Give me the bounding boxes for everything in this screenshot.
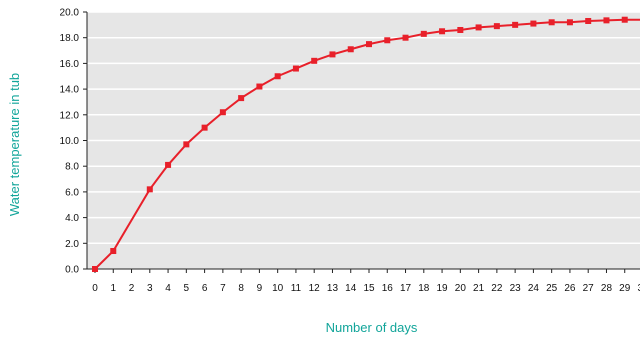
y-axis-label: Water temperature in tub bbox=[7, 73, 22, 216]
y-tick-label: 0.0 bbox=[65, 265, 79, 276]
y-tick-label: 6.0 bbox=[65, 187, 79, 198]
x-tick-label: 8 bbox=[238, 283, 244, 294]
y-tick-label: 4.0 bbox=[65, 213, 79, 224]
x-tick-label: 16 bbox=[382, 283, 394, 294]
grid-lines bbox=[87, 11, 640, 245]
x-tick-label: 23 bbox=[510, 283, 522, 294]
data-point bbox=[384, 37, 391, 44]
y-tick-label: 2.0 bbox=[65, 239, 79, 250]
series-line bbox=[94, 18, 640, 270]
y-tick-label: 14.0 bbox=[60, 85, 80, 96]
y-tick-label: 8.0 bbox=[65, 162, 79, 173]
data-point bbox=[512, 21, 519, 28]
x-tick-label: 15 bbox=[363, 283, 375, 294]
y-tick-label: 10.0 bbox=[60, 136, 80, 147]
data-point bbox=[110, 248, 117, 255]
y-tick-label: 16.0 bbox=[60, 59, 80, 70]
x-tick-label: 30 bbox=[637, 283, 640, 294]
data-point bbox=[566, 19, 573, 26]
data-point bbox=[274, 73, 281, 80]
data-point bbox=[183, 141, 190, 148]
data-point bbox=[311, 57, 318, 64]
data-point bbox=[366, 41, 372, 48]
data-point bbox=[402, 34, 409, 41]
data-point bbox=[219, 109, 226, 116]
data-point bbox=[493, 23, 500, 30]
data-point bbox=[439, 28, 446, 35]
x-tick-label: 4 bbox=[165, 283, 171, 294]
series-markers bbox=[92, 16, 628, 272]
data-point bbox=[92, 266, 98, 272]
y-tick-label: 20.0 bbox=[60, 8, 80, 19]
x-tick-label: 22 bbox=[491, 283, 503, 294]
y-tick-label: 18.0 bbox=[60, 33, 80, 44]
x-tick-label: 13 bbox=[327, 283, 339, 294]
x-tick-label: 29 bbox=[619, 283, 631, 294]
x-tick-label: 24 bbox=[528, 283, 540, 294]
x-tick-label: 11 bbox=[291, 283, 302, 294]
data-point bbox=[146, 186, 153, 193]
x-tick-label: 5 bbox=[184, 283, 190, 294]
x-tick-label: 0 bbox=[92, 283, 98, 294]
x-tick-label: 1 bbox=[110, 283, 116, 294]
x-tick-label: 28 bbox=[601, 283, 613, 294]
data-point bbox=[420, 30, 427, 37]
x-tick-label: 10 bbox=[272, 283, 284, 294]
x-tick-label: 3 bbox=[147, 283, 153, 294]
x-tick-label: 25 bbox=[546, 283, 558, 294]
data-point bbox=[548, 19, 555, 26]
data-point bbox=[238, 95, 245, 102]
data-point bbox=[585, 17, 592, 24]
x-tick-label: 18 bbox=[418, 283, 430, 294]
data-point bbox=[603, 17, 610, 24]
x-tick-label: 7 bbox=[220, 283, 226, 294]
x-tick-label: 19 bbox=[437, 283, 449, 294]
x-tick-label: 12 bbox=[309, 283, 321, 294]
x-axis-label: Number of days bbox=[326, 320, 418, 335]
x-tick-label: 20 bbox=[455, 283, 467, 294]
data-point bbox=[329, 51, 336, 58]
x-tick-label: 2 bbox=[129, 283, 135, 294]
x-tick-label: 6 bbox=[202, 283, 208, 294]
x-tick-label: 21 bbox=[473, 283, 485, 294]
x-tick-label: 14 bbox=[345, 283, 357, 294]
data-point bbox=[457, 26, 464, 33]
data-point bbox=[347, 46, 354, 53]
x-axis-ticks: 0 1 2 3 4 5 6 7 8 9 10 11 12 13 14 15 16 17 18 19 20 21 22 23 24… bbox=[92, 269, 640, 294]
x-tick-label: 27 bbox=[583, 283, 595, 294]
data-point bbox=[256, 83, 263, 90]
data-point bbox=[530, 20, 537, 27]
y-axis-ticks: 0.0 2.0 4.0 6.0 8.0 10.0 12.0 14.0 16.0 18.0 20.0 bbox=[60, 8, 87, 276]
data-point bbox=[201, 124, 208, 131]
x-tick-label: 26 bbox=[564, 283, 576, 294]
data-point bbox=[165, 161, 172, 168]
data-point bbox=[475, 24, 482, 31]
x-tick-label: 9 bbox=[257, 283, 263, 294]
y-tick-label: 12.0 bbox=[60, 110, 80, 121]
x-tick-label: 17 bbox=[400, 283, 412, 294]
data-point bbox=[292, 65, 299, 72]
data-point bbox=[621, 16, 628, 23]
